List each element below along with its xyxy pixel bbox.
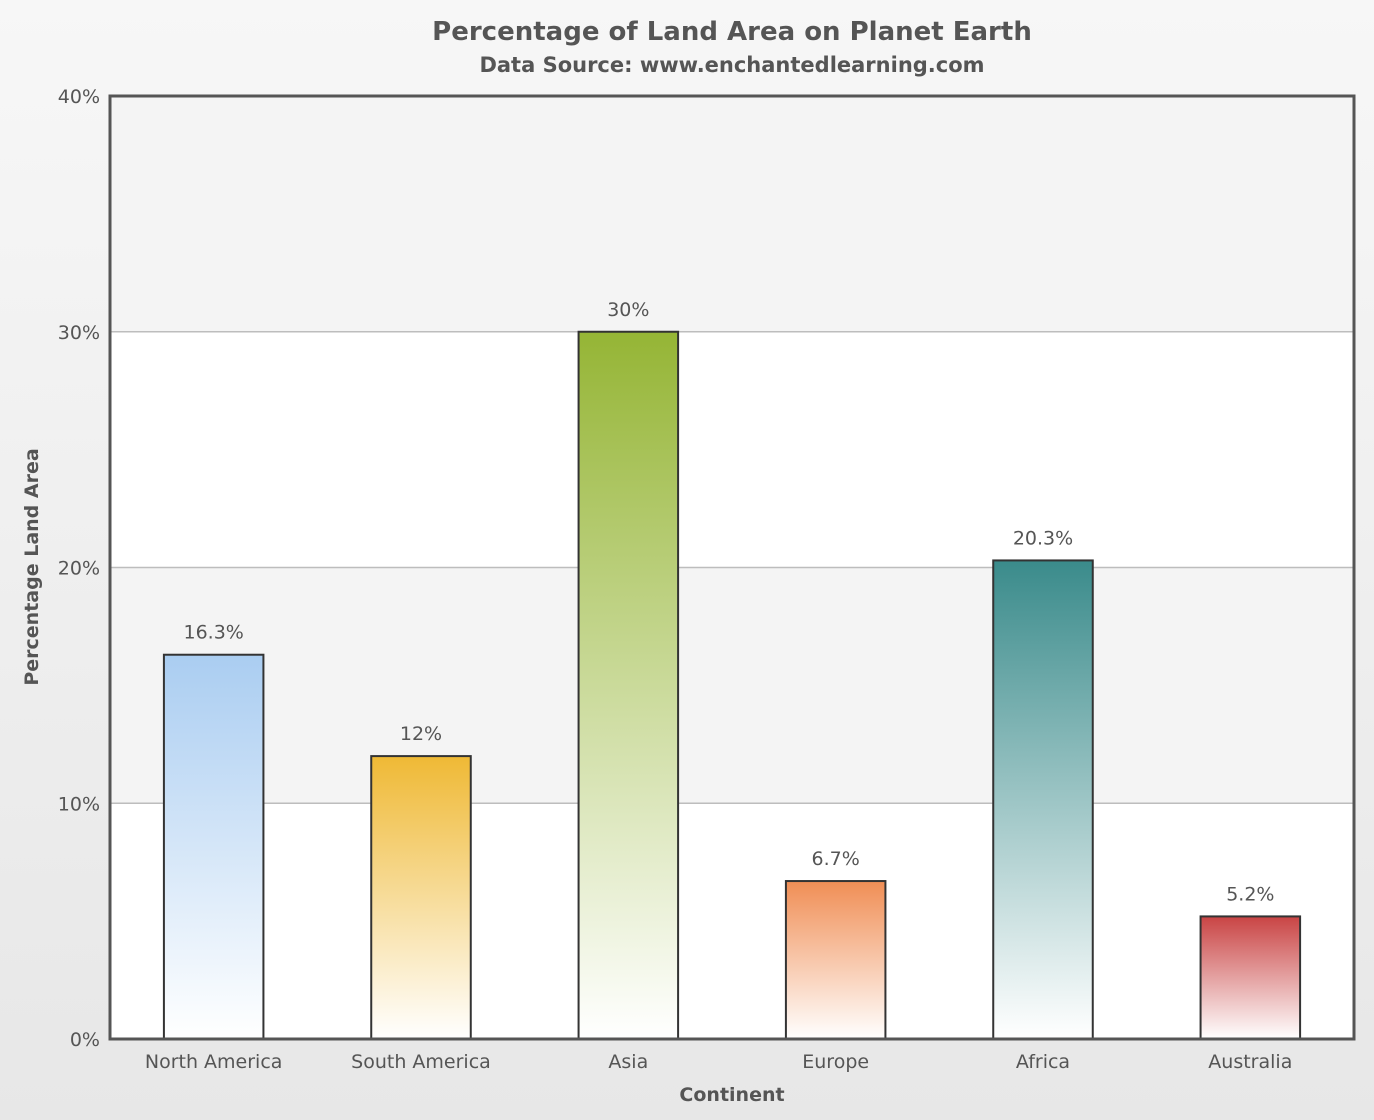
y-tick-labels: 0% 10% 20% 30% 40% xyxy=(58,86,100,1051)
x-tick-label-south-america: South America xyxy=(351,1051,491,1073)
y-tick-label: 0% xyxy=(70,1029,100,1051)
bar-africa xyxy=(992,559,1094,1040)
y-tick-label: 10% xyxy=(58,793,100,815)
data-label-africa: 20.3% xyxy=(1013,527,1073,549)
chart-title: Percentage of Land Area on Planet Earth xyxy=(432,17,1032,47)
plot-band xyxy=(110,96,1354,332)
y-tick-label: 30% xyxy=(58,322,100,344)
data-label-north-america: 16.3% xyxy=(183,622,243,644)
chart-subtitle: Data Source: www.enchantedlearning.com xyxy=(479,53,984,77)
x-axis-title: Continent xyxy=(679,1084,784,1106)
data-label-australia: 5.2% xyxy=(1226,883,1274,905)
y-tick-label: 20% xyxy=(58,558,100,580)
gridlines xyxy=(110,331,1354,804)
y-tick-label: 40% xyxy=(58,86,100,108)
x-tick-labels: North America South America Asia Europe Afri… xyxy=(145,1051,1292,1073)
bars xyxy=(162,330,1302,1040)
plot-band xyxy=(110,331,1354,568)
plot-band xyxy=(110,803,1354,1039)
data-label-south-america: 12% xyxy=(400,723,442,745)
x-tick-label-europe: Europe xyxy=(802,1051,869,1073)
bar-south-america xyxy=(370,755,472,1040)
bar-asia xyxy=(577,330,680,1040)
y-axis-title: Percentage Land Area xyxy=(21,448,43,685)
bar-north-america xyxy=(162,653,265,1040)
x-tick-label-australia: Australia xyxy=(1208,1051,1292,1073)
data-label-asia: 30% xyxy=(607,299,649,321)
plot-frame xyxy=(108,94,1356,1041)
bar-australia xyxy=(1199,915,1302,1040)
data-label-europe: 6.7% xyxy=(812,848,860,870)
x-tick-label-asia: Asia xyxy=(608,1051,648,1073)
x-tick-label-africa: Africa xyxy=(1016,1051,1070,1073)
x-tick-label-north-america: North America xyxy=(145,1051,283,1073)
plot-bands xyxy=(110,96,1354,1039)
plot-band xyxy=(110,567,1354,804)
bar-data-labels: 16.3% 12% 30% 6.7% 20.3% 5.2% xyxy=(183,299,1274,906)
bar-europe xyxy=(784,880,887,1040)
